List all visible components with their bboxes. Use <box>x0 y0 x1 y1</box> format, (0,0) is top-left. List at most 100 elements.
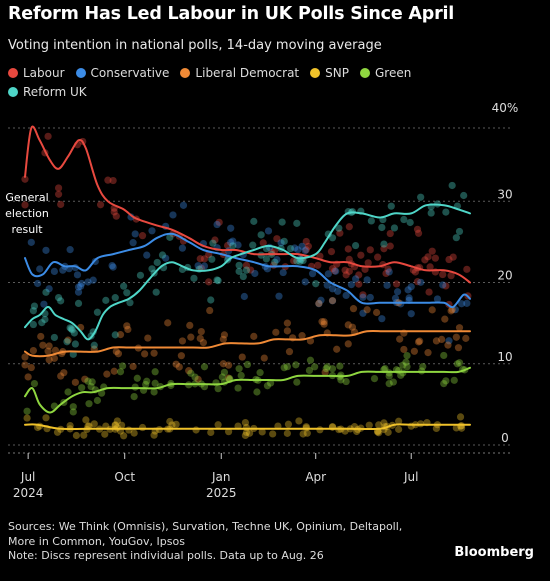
poll-dot <box>448 305 456 314</box>
poll-dot <box>39 341 47 349</box>
legend-swatch <box>310 68 321 78</box>
poll-dot <box>424 349 432 357</box>
poll-dot <box>172 360 180 368</box>
poll-dot <box>385 380 393 388</box>
poll-dot <box>209 239 217 247</box>
poll-dot <box>452 424 460 432</box>
poll-dot <box>54 184 63 192</box>
poll-dot <box>50 267 58 275</box>
poll-dot <box>450 376 458 384</box>
poll-dot <box>225 428 233 436</box>
poll-dot <box>42 414 50 422</box>
poll-dot <box>220 331 229 339</box>
footer: Sources: We Think (Omnisis), Survation, … <box>8 520 438 564</box>
poll-dot <box>21 201 29 209</box>
poll-dot <box>89 276 97 284</box>
poll-dot <box>320 318 328 326</box>
poll-dot <box>321 368 329 376</box>
bloomberg-logo: Bloomberg <box>454 545 534 560</box>
poll-dot <box>344 245 352 253</box>
poll-dot <box>438 335 446 344</box>
poll-dot <box>133 374 141 382</box>
poll-dot <box>84 278 92 286</box>
poll-dot <box>74 288 83 296</box>
poll-dot <box>208 255 216 263</box>
poll-dot <box>355 271 363 279</box>
poll-dot <box>214 385 222 393</box>
poll-dot <box>414 229 423 237</box>
poll-dot <box>324 270 332 278</box>
poll-dot <box>390 224 399 232</box>
poll-dot <box>271 258 279 266</box>
poll-dot <box>406 218 414 227</box>
poll-dot <box>302 237 310 246</box>
poll-dot <box>332 267 340 275</box>
poll-dot <box>337 376 345 384</box>
poll-dot <box>197 327 205 336</box>
poll-dot <box>449 253 457 261</box>
poll-dot <box>241 431 250 439</box>
poll-dot <box>378 315 386 323</box>
poll-dot <box>207 428 215 437</box>
poll-dot <box>214 421 222 429</box>
poll-dot <box>51 346 60 354</box>
poll-dot <box>68 326 76 334</box>
poll-dot <box>238 353 246 361</box>
poll-dot <box>111 294 119 302</box>
legend-item: SNP <box>310 64 349 83</box>
poll-dot <box>275 292 283 300</box>
poll-dot <box>283 429 291 437</box>
poll-dot <box>225 374 233 382</box>
poll-dot <box>336 229 344 237</box>
poll-dot <box>50 333 58 342</box>
poll-dot <box>460 191 468 200</box>
poll-dot <box>239 272 247 281</box>
poll-dot <box>69 403 77 411</box>
poll-dot <box>227 238 235 246</box>
poll-dot <box>214 277 222 285</box>
poll-dot <box>413 278 422 286</box>
chart-subtitle: Voting intention in national polls, 14-d… <box>8 38 382 53</box>
poll-dot <box>445 337 453 345</box>
poll-dot <box>312 280 320 288</box>
legend-label: Conservative <box>90 66 170 80</box>
poll-dot <box>124 325 132 334</box>
poll-dot <box>295 417 303 425</box>
poll-dot <box>442 208 450 216</box>
poll-dot <box>375 429 383 437</box>
poll-dot <box>40 300 48 308</box>
legend-label: Labour <box>23 66 65 80</box>
footer-sources: More in Common, YouGov, Ipsos <box>8 534 185 548</box>
poll-dot <box>427 209 435 217</box>
poll-dot <box>30 379 39 388</box>
poll-dot <box>109 263 117 271</box>
y-tick-label: 10 <box>497 350 512 364</box>
line-chart: 0 10 20 30 40% Jul 2024 Oct Jan 2025 Apr Jul <box>8 101 518 500</box>
poll-dot <box>123 322 131 330</box>
poll-dot <box>102 296 110 304</box>
poll-dot <box>33 279 42 288</box>
poll-dot <box>169 211 177 219</box>
poll-dot <box>123 289 131 297</box>
poll-dot <box>292 361 300 369</box>
poll-dot <box>213 220 221 229</box>
poll-dot <box>70 329 78 337</box>
poll-dot <box>57 297 65 305</box>
poll-dot <box>54 293 63 302</box>
gridlines <box>8 127 512 446</box>
poll-dot <box>178 244 187 252</box>
poll-dot <box>175 363 183 371</box>
poll-dot <box>45 285 53 293</box>
y-tick-label: 30 <box>497 187 512 201</box>
poll-dot <box>126 299 134 307</box>
x-tick-label: Jan <box>211 470 231 484</box>
poll-dot <box>178 337 187 345</box>
poll-dot <box>447 307 455 315</box>
poll-dot <box>41 315 49 324</box>
poll-dot <box>416 337 424 345</box>
poll-dot <box>21 361 29 369</box>
poll-dot <box>108 261 116 270</box>
poll-dot <box>407 310 415 318</box>
poll-dot <box>335 224 343 232</box>
poll-dot <box>73 271 82 279</box>
